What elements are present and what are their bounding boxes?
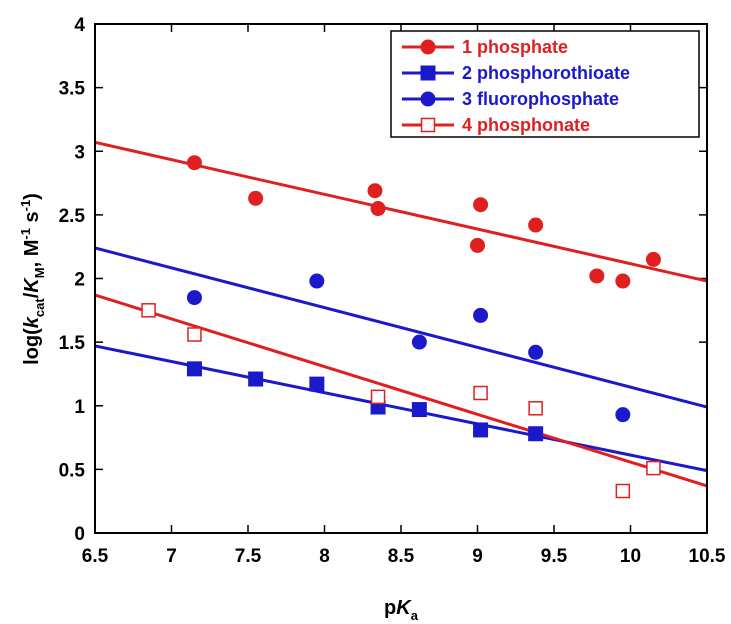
y-tick-label: 1.5 (59, 333, 86, 354)
data-point-series-1 (367, 183, 383, 199)
legend-label-series-1: 1 phosphate (462, 37, 568, 57)
data-point-series-1 (470, 237, 485, 253)
y-tick-label: 1 (74, 397, 85, 418)
x-tick-label: 9 (472, 546, 483, 567)
data-point-series-4 (141, 303, 156, 318)
data-point-series-1 (645, 251, 661, 267)
data-point-series-1 (589, 268, 605, 284)
legend-label-series-4: 4 phosphonate (462, 115, 590, 135)
legend-marker-series-1 (420, 39, 436, 55)
y-axis-label: log(kcat/KM, M-1 s-1) (18, 193, 47, 365)
legend: 1 phosphate 2 phosphorothioate 3 fluoropho… (390, 30, 700, 138)
legend-label-series-2: 2 phosphorothioate (462, 63, 630, 83)
data-point-series-2 (186, 361, 202, 377)
legend-marker-series-3 (420, 91, 436, 107)
y-tick-label: 3.5 (59, 79, 86, 100)
fit-line-series-4 (94, 293, 708, 488)
data-point-series-3 (473, 307, 489, 323)
data-point-series-1 (473, 197, 489, 213)
plot-frame (94, 23, 708, 534)
data-point-series-3 (615, 407, 631, 423)
legend-box (390, 30, 700, 138)
y-tick-label: 2 (74, 270, 85, 291)
x-tick-label: 7 (166, 546, 177, 567)
tick-labels: 6.5 7 7.5 8 8.5 9 9.5 10 10.5 0 0.5 1 1.5 2 2.5 3 3.5 4 (59, 15, 726, 567)
x-tick-label: 10.5 (689, 546, 726, 567)
data-point-series-3 (186, 290, 202, 306)
data-point-series-4 (646, 460, 661, 476)
data-point-series-3 (309, 273, 325, 289)
data-point-series-2 (411, 402, 427, 418)
data-point-series-4 (615, 483, 631, 499)
x-tick-label: 8.5 (388, 546, 415, 567)
x-tick-label: 7.5 (235, 546, 262, 567)
data-point-series-3 (528, 344, 544, 360)
x-tick-label: 10 (620, 546, 641, 567)
data-point-series-1 (615, 273, 631, 289)
data-point-series-2 (528, 426, 544, 442)
data-point-series-4 (187, 327, 202, 342)
x-tick-label: 6.5 (82, 546, 109, 567)
y-tick-label: 0 (74, 524, 85, 545)
data-point-series-1 (186, 155, 202, 171)
legend-marker-series-4 (420, 117, 436, 133)
legend-marker-series-2 (420, 65, 436, 81)
x-tick-label: 9.5 (541, 546, 568, 567)
data-point-series-2 (309, 376, 325, 392)
data-point-series-1 (248, 190, 264, 206)
legend-label-series-3: 3 fluorophosphate (462, 89, 619, 109)
x-axis-label: pKa (384, 597, 419, 623)
data-point-series-4 (370, 389, 386, 405)
data-point-series-2 (473, 422, 489, 438)
y-tick-label: 0.5 (59, 460, 86, 481)
y-tick-label: 2.5 (59, 206, 86, 227)
data-point-series-1 (528, 217, 544, 233)
fit-line-series-3 (94, 246, 708, 409)
data-markers (141, 155, 661, 499)
data-point-series-3 (411, 334, 427, 350)
data-point-series-2 (248, 371, 264, 387)
y-tick-label: 3 (74, 142, 85, 163)
x-tick-label: 8 (319, 546, 330, 567)
y-tick-label: 4 (74, 15, 85, 36)
data-point-series-4 (528, 401, 543, 416)
data-point-series-4 (473, 385, 488, 401)
data-point-series-1 (370, 201, 386, 217)
